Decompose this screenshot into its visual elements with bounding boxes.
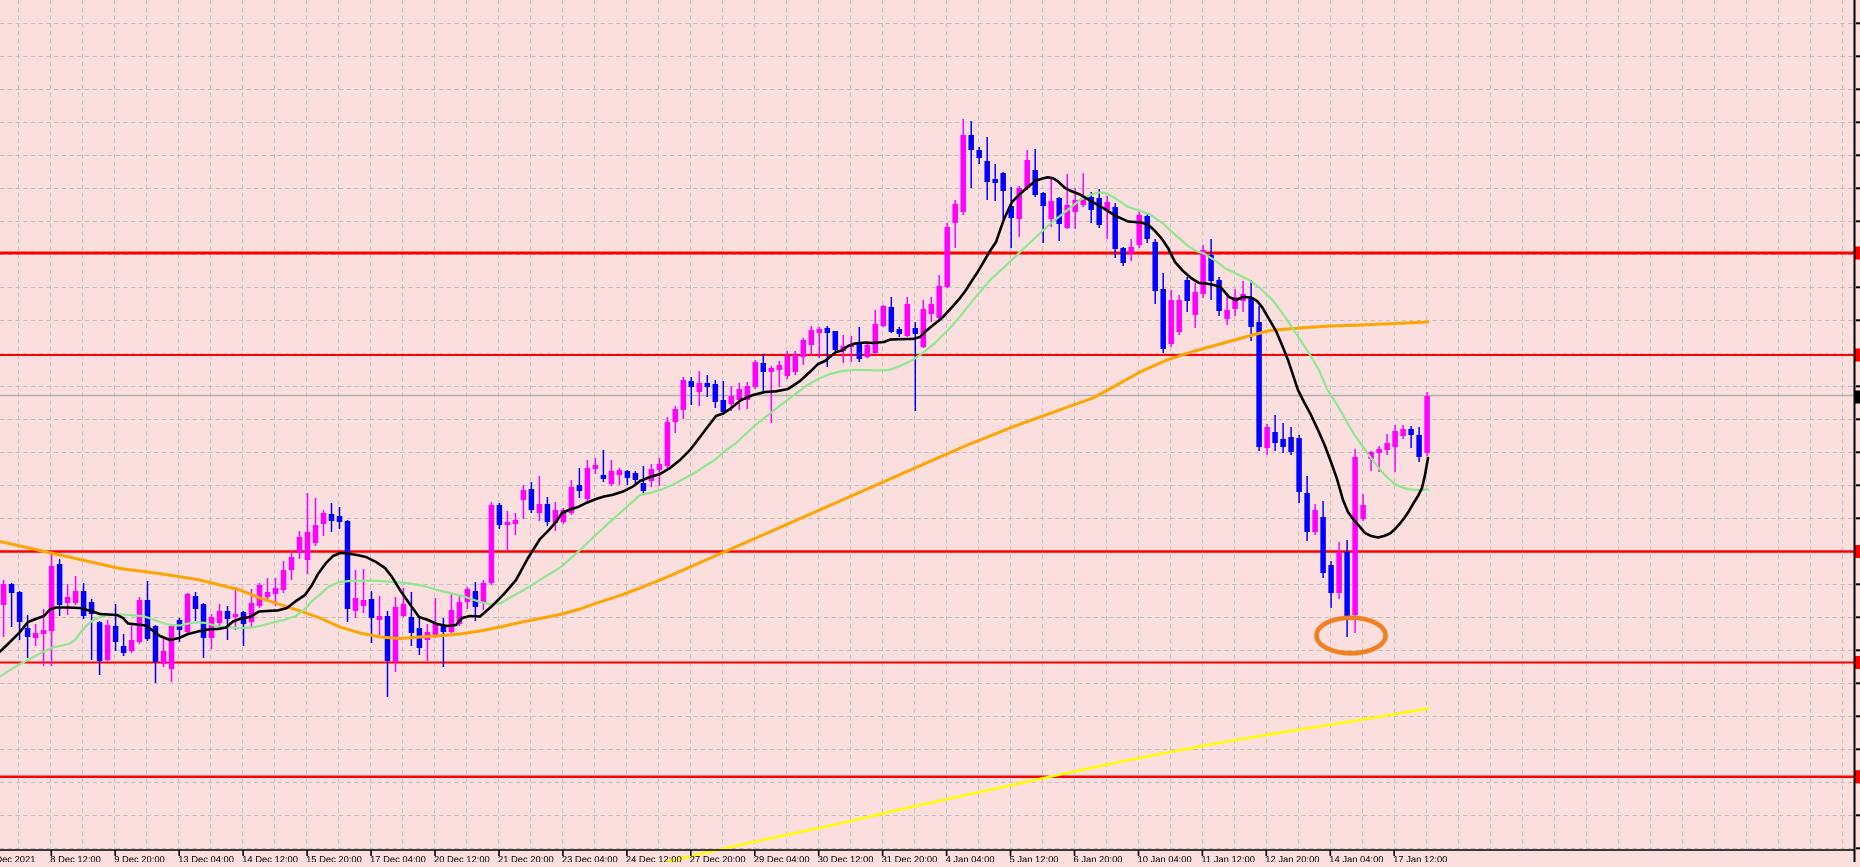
svg-text:13 Dec 04:00: 13 Dec 04:00 bbox=[178, 854, 234, 863]
svg-text:12 Jan 20:00: 12 Jan 20:00 bbox=[1265, 854, 1319, 863]
svg-text:11 Jan 12:00: 11 Jan 12:00 bbox=[1201, 854, 1255, 863]
svg-text:30 Dec 12:00: 30 Dec 12:00 bbox=[818, 854, 874, 863]
svg-text:15 Dec 20:00: 15 Dec 20:00 bbox=[306, 854, 362, 863]
svg-text:23 Dec 04:00: 23 Dec 04:00 bbox=[562, 854, 618, 863]
svg-text:14 Jan 04:00: 14 Jan 04:00 bbox=[1329, 854, 1383, 863]
svg-text:14 Dec 12:00: 14 Dec 12:00 bbox=[242, 854, 298, 863]
svg-text:21 Dec 20:00: 21 Dec 20:00 bbox=[498, 854, 554, 863]
svg-text:17 Jan 12:00: 17 Jan 12:00 bbox=[1393, 854, 1447, 863]
svg-text:8 Dec 12:00: 8 Dec 12:00 bbox=[50, 854, 101, 863]
svg-text:9 Dec 20:00: 9 Dec 20:00 bbox=[114, 854, 165, 863]
svg-text:4 Jan 04:00: 4 Jan 04:00 bbox=[946, 854, 995, 863]
svg-text:6 Jan 20:00: 6 Jan 20:00 bbox=[1074, 854, 1123, 863]
svg-text:24 Dec 12:00: 24 Dec 12:00 bbox=[626, 854, 682, 863]
svg-text:10 Jan 04:00: 10 Jan 04:00 bbox=[1138, 854, 1192, 863]
svg-text:20 Dec 12:00: 20 Dec 12:00 bbox=[434, 854, 490, 863]
svg-text:27 Dec 20:00: 27 Dec 20:00 bbox=[690, 854, 746, 863]
svg-text:31 Dec 20:00: 31 Dec 20:00 bbox=[882, 854, 938, 863]
svg-text:7 Dec 2021: 7 Dec 2021 bbox=[0, 854, 35, 863]
svg-text:29 Dec 04:00: 29 Dec 04:00 bbox=[754, 854, 810, 863]
svg-text:17 Dec 04:00: 17 Dec 04:00 bbox=[370, 854, 426, 863]
svg-text:5 Jan 12:00: 5 Jan 12:00 bbox=[1010, 854, 1059, 863]
